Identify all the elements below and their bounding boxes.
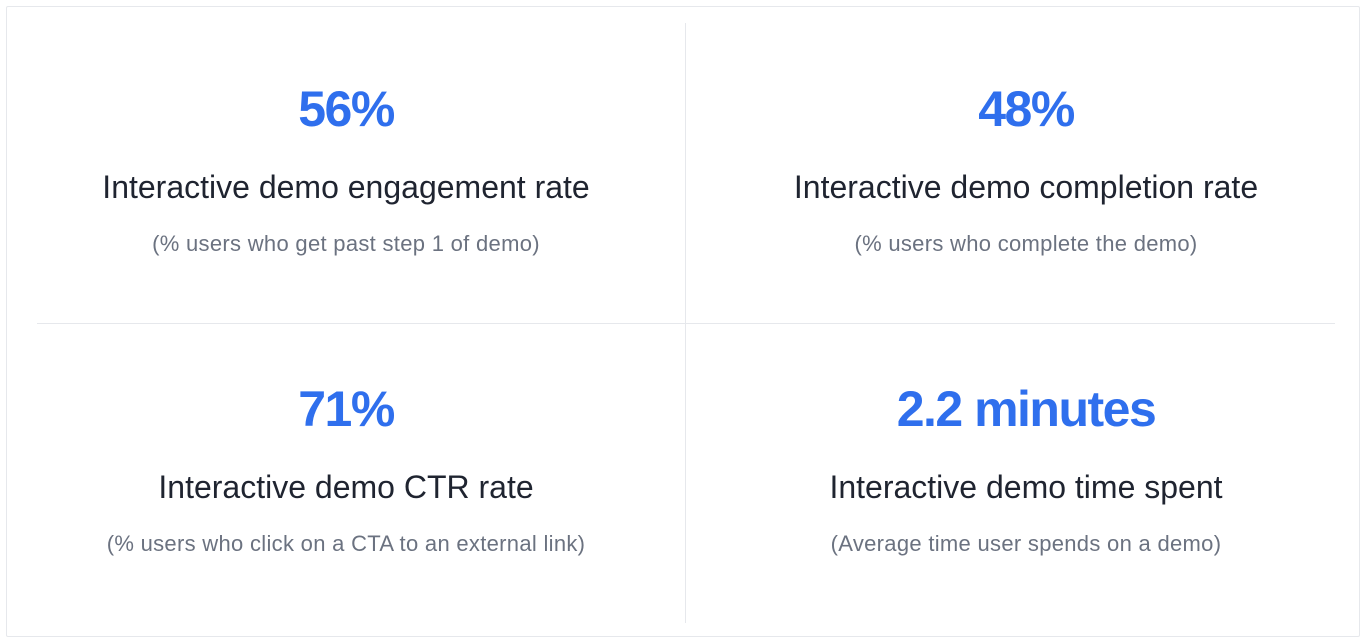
stat-value: 2.2 minutes (896, 381, 1157, 437)
stats-card: 56% Interactive demo engagement rate (% … (6, 6, 1360, 637)
stat-value: 71% (298, 381, 395, 437)
stat-subtitle: (% users who complete the demo) (854, 231, 1198, 256)
stat-value: 56% (298, 81, 395, 137)
stat-title: Interactive demo completion rate (793, 169, 1259, 205)
stat-subtitle: (% users who click on a CTA to an extern… (106, 531, 586, 556)
stat-title: Interactive demo time spent (829, 469, 1223, 505)
stat-title: Interactive demo engagement rate (102, 169, 590, 205)
stat-value: 48% (978, 81, 1075, 137)
stat-title: Interactive demo CTR rate (158, 469, 534, 505)
horizontal-divider (37, 323, 1335, 324)
stat-subtitle: (Average time user spends on a demo) (830, 531, 1222, 556)
stat-subtitle: (% users who get past step 1 of demo) (152, 231, 540, 256)
